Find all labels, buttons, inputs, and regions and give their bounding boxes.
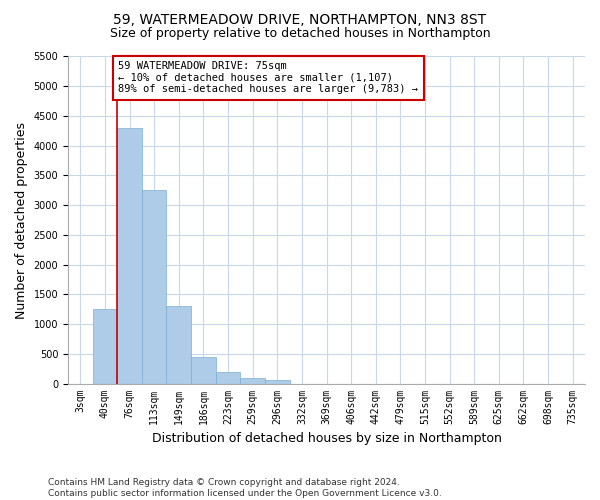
Text: Contains HM Land Registry data © Crown copyright and database right 2024.
Contai: Contains HM Land Registry data © Crown c… <box>48 478 442 498</box>
Bar <box>265 380 290 384</box>
Bar <box>166 306 191 384</box>
X-axis label: Distribution of detached houses by size in Northampton: Distribution of detached houses by size … <box>152 432 502 445</box>
Bar <box>117 128 142 384</box>
Text: Size of property relative to detached houses in Northampton: Size of property relative to detached ho… <box>110 28 490 40</box>
Y-axis label: Number of detached properties: Number of detached properties <box>15 122 28 318</box>
Bar <box>191 357 216 384</box>
Bar <box>142 190 166 384</box>
Text: 59, WATERMEADOW DRIVE, NORTHAMPTON, NN3 8ST: 59, WATERMEADOW DRIVE, NORTHAMPTON, NN3 … <box>113 12 487 26</box>
Bar <box>92 309 117 384</box>
Bar <box>216 372 241 384</box>
Text: 59 WATERMEADOW DRIVE: 75sqm
← 10% of detached houses are smaller (1,107)
89% of : 59 WATERMEADOW DRIVE: 75sqm ← 10% of det… <box>118 62 418 94</box>
Bar <box>241 378 265 384</box>
